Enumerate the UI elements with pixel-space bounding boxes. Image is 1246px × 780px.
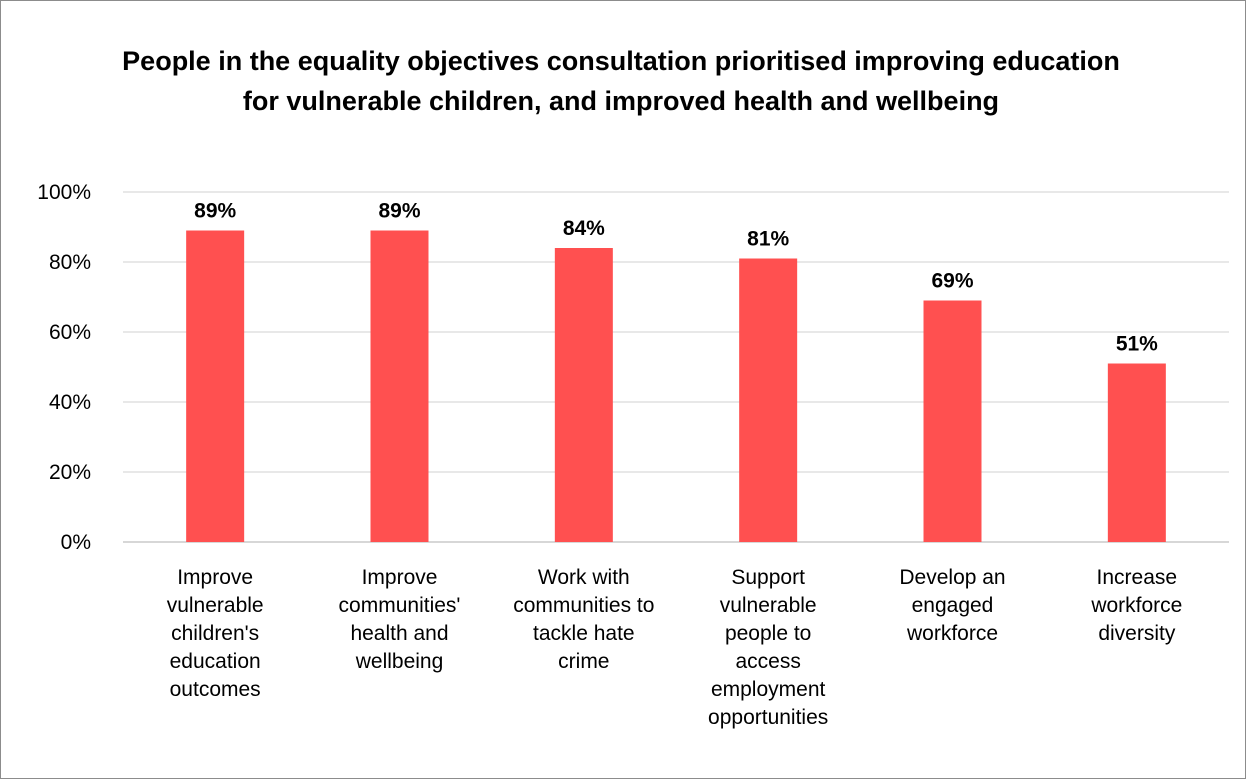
y-tick-label: 20%	[49, 461, 91, 484]
x-tick-label-line: people to	[724, 622, 812, 645]
x-tick-label-line: wellbeing	[355, 650, 444, 673]
x-tick-label-line: crime	[558, 650, 610, 673]
y-tick-label: 100%	[37, 181, 91, 204]
x-tick-label: Increase workforce diversity	[1047, 564, 1227, 648]
data-label: 84%	[563, 217, 605, 240]
x-tick-label-line: workforce	[1091, 594, 1183, 617]
x-tick-label-line: communities to	[513, 594, 655, 617]
x-tick-label-line: education	[169, 650, 261, 673]
x-tick-label: Work with communities to tackle hate crime	[494, 564, 674, 676]
data-label: 89%	[194, 200, 236, 223]
x-tick-label-line: employment	[710, 678, 826, 701]
x-tick-label: Improve vulnerable children's education outc…	[125, 564, 305, 704]
x-tick-label: Improve communities' health and wellbeing	[310, 564, 490, 676]
y-tick-label: 60%	[49, 321, 91, 344]
y-tick-label: 80%	[49, 251, 91, 274]
x-tick-label-line: tackle hate	[533, 622, 635, 645]
x-tick-label-line: workforce	[906, 622, 999, 645]
x-tick-label-line: Develop an	[899, 566, 1006, 589]
chart-title: People in the equality objectives consul…	[122, 46, 1120, 116]
y-tick-label: 40%	[49, 391, 91, 414]
x-tick-label: Support vulnerable people to access employme…	[678, 564, 858, 732]
x-tick-label-line: children's	[171, 622, 260, 645]
x-tick-label-line: communities'	[338, 594, 461, 617]
bar	[186, 230, 245, 542]
data-label: 81%	[747, 228, 789, 251]
x-tick-label-line: health and	[350, 622, 449, 645]
bar	[370, 230, 429, 542]
x-tick-label-line: vulnerable	[719, 594, 817, 617]
x-tick-label-line: Improve	[177, 566, 254, 589]
data-label: 69%	[931, 270, 973, 293]
y-tick-label: 0%	[61, 531, 91, 554]
x-tick-label-line: Support	[731, 566, 805, 589]
bar	[1107, 363, 1166, 542]
x-tick-label-line: opportunities	[708, 706, 829, 729]
bar	[739, 258, 798, 542]
data-label: 89%	[378, 200, 420, 223]
x-tick-label-line: diversity	[1098, 622, 1176, 645]
x-tick-label-line: Improve	[361, 566, 438, 589]
x-tick-label: Develop an engaged workforce	[863, 564, 1043, 648]
x-tick-label-line: engaged	[911, 594, 994, 617]
bar	[554, 248, 613, 542]
x-tick-label-line: access	[735, 650, 801, 673]
x-tick-label-line: Work with	[537, 566, 630, 589]
bar	[923, 300, 982, 542]
x-tick-label-line: vulnerable	[166, 594, 264, 617]
x-tick-label-line: Increase	[1096, 566, 1178, 589]
x-tick-label-line: outcomes	[169, 678, 261, 701]
data-label: 51%	[1116, 333, 1158, 356]
